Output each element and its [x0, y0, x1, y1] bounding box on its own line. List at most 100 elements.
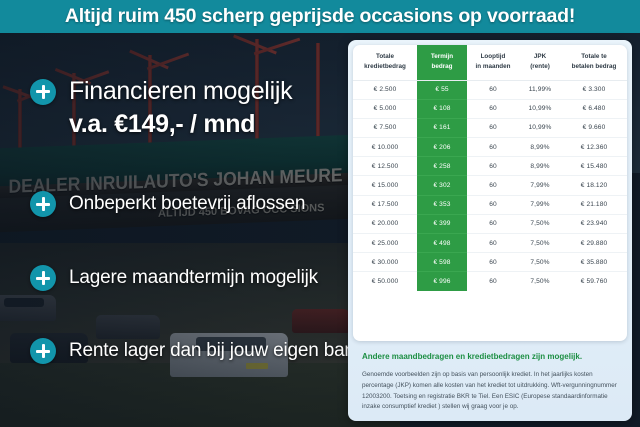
table-cell: 7,99% [519, 175, 561, 196]
table-cell: € 15.480 [561, 156, 627, 176]
table-cell: € 2.500 [353, 79, 417, 100]
header-line-2: betalen bedrag [571, 62, 617, 70]
table-cell: € 15.000 [353, 175, 417, 196]
table-cell: 7,50% [519, 232, 561, 253]
plus-icon [30, 265, 56, 291]
table-cell: 7,50% [519, 252, 561, 272]
table-cell: € 55 [417, 79, 467, 100]
table-cell: € 12.500 [353, 156, 417, 176]
table-cell: € 20.000 [353, 213, 417, 234]
table-cell: € 18.120 [561, 175, 627, 196]
column-header-totale-te-betalen: Totale te betalen bedrag [561, 45, 627, 80]
table-row: € 17.500 € 353 60 7,99% € 21.180 [353, 194, 627, 215]
table-cell: 60 [467, 194, 519, 215]
feature-label: Lagere maandtermijn mogelijk [69, 267, 318, 288]
table-cell: € 108 [417, 98, 467, 119]
table-cell: € 6.480 [561, 98, 627, 119]
table-cell: € 302 [417, 175, 467, 196]
table-row: € 2.500 € 55 60 11,99% € 3.300 [353, 79, 627, 100]
table-cell: € 25.000 [353, 232, 417, 253]
table-cell: € 10.000 [353, 137, 417, 157]
table-cell: € 161 [417, 117, 467, 138]
table-body: € 2.500 € 55 60 11,99% € 3.300 € 5.000 € 108 60… [353, 79, 627, 291]
feature-label: Rente lager dan bij jouw eigen bank [69, 340, 365, 361]
table-cell: € 258 [417, 156, 467, 176]
table-cell: 60 [467, 98, 519, 119]
table-cell: 60 [467, 271, 519, 291]
table-row: € 25.000 € 498 60 7,50% € 29.880 [353, 232, 627, 253]
table-cell: € 399 [417, 213, 467, 234]
column-header-totale-kredietbedrag: Totale kredietbedrag [353, 45, 417, 80]
table-cell: € 35.880 [561, 252, 627, 272]
table-cell: € 9.660 [561, 117, 627, 138]
header-line-2: (rente) [530, 62, 550, 70]
table-cell: 10,99% [519, 117, 561, 138]
finance-table-card: Totale kredietbedrag Termijn bedrag Loop… [353, 45, 627, 341]
table-cell: 7,50% [519, 213, 561, 234]
table-cell: € 50.000 [353, 271, 417, 291]
note-title: Andere maandbedragen en kredietbedragen … [362, 352, 583, 361]
table-header-row: Totale kredietbedrag Termijn bedrag Loop… [353, 45, 627, 80]
feature-item-maandtermijn[interactable]: Lagere maandtermijn mogelijk [30, 265, 318, 291]
column-header-jpk: JPK (rente) [519, 45, 561, 80]
table-cell: 10,99% [519, 98, 561, 119]
table-cell: 60 [467, 79, 519, 100]
table-cell: € 498 [417, 232, 467, 253]
finance-panel: Totale kredietbedrag Termijn bedrag Loop… [348, 40, 632, 421]
table-cell: 60 [467, 213, 519, 234]
header-line-2: bedrag [431, 62, 453, 70]
feature-list: Financieren mogelijk v.a. €149,- / mnd O… [0, 33, 364, 427]
table-cell: € 206 [417, 137, 467, 157]
header-line-1: Termijn [430, 53, 454, 60]
table-cell: € 598 [417, 252, 467, 272]
header-title: Altijd ruim 450 scherp geprijsde occasio… [64, 5, 576, 27]
table-cell: 11,99% [519, 79, 561, 100]
header-line-1: Totale [375, 53, 395, 60]
table-row: € 50.000 € 996 60 7,50% € 59.760 [353, 271, 627, 291]
table-cell: 60 [467, 175, 519, 196]
table-cell: € 59.760 [561, 271, 627, 291]
finance-table: Totale kredietbedrag Termijn bedrag Loop… [353, 45, 627, 291]
header-line-1: Totale te [581, 53, 607, 60]
note-body: Genoemde voorbeelden zijn op basis van p… [362, 371, 617, 411]
table-cell: 7,99% [519, 194, 561, 215]
table-row: € 10.000 € 206 60 8,99% € 12.360 [353, 137, 627, 157]
table-cell: € 30.000 [353, 252, 417, 272]
table-cell: 60 [467, 252, 519, 272]
table-cell: € 17.500 [353, 194, 417, 215]
header-line-2: in maanden [475, 62, 511, 70]
table-cell: € 5.000 [353, 98, 417, 119]
feature-label: Onbeperkt boetevrij aflossen [69, 193, 306, 214]
table-cell: € 23.940 [561, 213, 627, 234]
table-cell: € 7.500 [353, 117, 417, 138]
table-cell: € 21.180 [561, 194, 627, 215]
feature-item-rente[interactable]: Rente lager dan bij jouw eigen bank [30, 338, 364, 364]
table-cell: 60 [467, 137, 519, 157]
table-cell: € 996 [417, 271, 467, 291]
table-row: € 7.500 € 161 60 10,99% € 9.660 [353, 117, 627, 138]
table-cell: € 353 [417, 194, 467, 215]
table-cell: 60 [467, 156, 519, 176]
column-header-termijn-bedrag: Termijn bedrag [417, 45, 467, 80]
table-row: € 15.000 € 302 60 7,99% € 18.120 [353, 175, 627, 196]
feature-item-financieren[interactable]: Financieren mogelijk [30, 77, 293, 106]
table-row: € 20.000 € 399 60 7,50% € 23.940 [353, 213, 627, 234]
table-cell: € 3.300 [561, 79, 627, 100]
header-line-1: Looptijd [480, 53, 506, 60]
table-cell: 60 [467, 232, 519, 253]
feature-subheadline: v.a. €149,- / mnd [69, 110, 256, 138]
table-cell: 7,50% [519, 271, 561, 291]
table-row: € 12.500 € 258 60 8,99% € 15.480 [353, 156, 627, 176]
table-row: € 30.000 € 598 60 7,50% € 35.880 [353, 252, 627, 272]
feature-label: Financieren mogelijk [69, 77, 293, 105]
plus-icon [30, 191, 56, 217]
table-cell: € 29.880 [561, 232, 627, 253]
table-cell: 8,99% [519, 137, 561, 157]
header-line-1: JPK [533, 53, 547, 60]
column-header-looptijd: Looptijd in maanden [467, 45, 519, 80]
table-row: € 5.000 € 108 60 10,99% € 6.480 [353, 98, 627, 119]
feature-item-boetevrij[interactable]: Onbeperkt boetevrij aflossen [30, 191, 305, 217]
header-bar: Altijd ruim 450 scherp geprijsde occasio… [0, 0, 640, 33]
table-cell: 60 [467, 117, 519, 138]
